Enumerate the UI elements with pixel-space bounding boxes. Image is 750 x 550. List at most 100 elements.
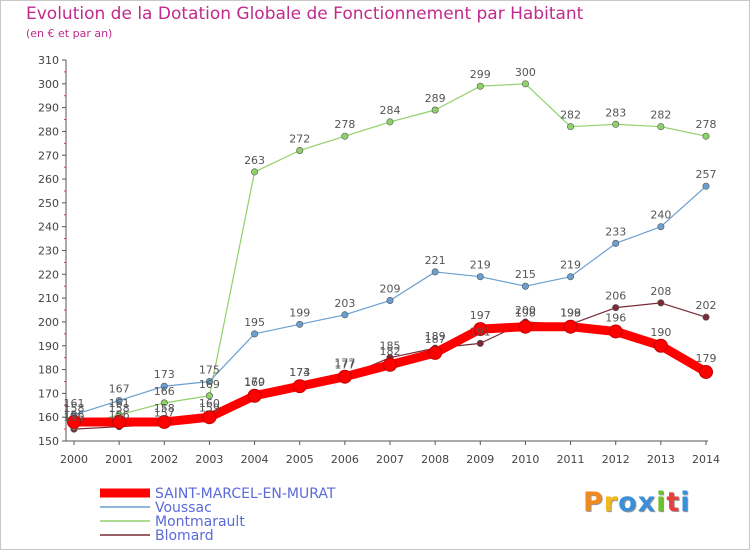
- data-point: [67, 414, 81, 429]
- x-tick-label: 2014: [692, 453, 720, 466]
- data-label: 169: [199, 378, 220, 391]
- data-label: 219: [560, 259, 581, 272]
- data-label: 257: [696, 168, 717, 181]
- data-label: 198: [560, 307, 581, 320]
- data-point: [473, 322, 488, 337]
- data-label: 197: [470, 309, 491, 322]
- y-tick-label: 160: [38, 411, 59, 424]
- data-label: 159: [199, 402, 220, 415]
- data-label: 289: [425, 92, 446, 105]
- data-point: [296, 146, 304, 154]
- chart-subtitle: (en € et par an): [26, 27, 113, 40]
- data-point: [476, 339, 484, 347]
- logo-letter: i: [680, 487, 691, 518]
- data-point: [431, 268, 439, 276]
- data-label: 282: [560, 109, 581, 122]
- x-tick-label: 2000: [60, 453, 88, 466]
- y-tick-label: 250: [38, 197, 59, 210]
- data-label: 161: [109, 397, 130, 410]
- y-tick-label: 150: [38, 435, 59, 448]
- data-point: [296, 320, 304, 328]
- data-label: 175: [199, 363, 220, 376]
- y-tick-label: 280: [38, 125, 59, 138]
- data-label: 177: [334, 359, 355, 372]
- data-point: [612, 239, 620, 247]
- data-label: 263: [244, 154, 265, 167]
- y-tick-label: 200: [38, 316, 59, 329]
- data-label: 203: [334, 297, 355, 310]
- data-label: 155: [64, 411, 85, 424]
- data-label: 202: [696, 299, 717, 312]
- data-label: 240: [650, 209, 671, 222]
- x-tick-label: 2005: [286, 453, 314, 466]
- data-point: [431, 106, 439, 114]
- data-point: [292, 379, 307, 394]
- x-tick-label: 2010: [511, 453, 539, 466]
- data-label: 189: [425, 330, 446, 343]
- data-point: [521, 80, 529, 88]
- data-label: 179: [696, 352, 717, 365]
- data-point: [702, 132, 710, 140]
- data-point: [160, 399, 168, 407]
- data-label: 272: [289, 132, 310, 145]
- proxiti-logo: Proxiti: [583, 487, 691, 518]
- data-label: 278: [334, 118, 355, 131]
- y-tick-label: 180: [38, 364, 59, 377]
- logo-letter: i: [656, 487, 667, 518]
- data-label: 174: [289, 366, 310, 379]
- y-tick-label: 170: [38, 387, 59, 400]
- data-label: 157: [154, 406, 175, 419]
- data-point: [608, 324, 623, 339]
- data-point: [115, 397, 123, 405]
- x-tick-label: 2009: [466, 453, 494, 466]
- y-tick-label: 260: [38, 173, 59, 186]
- data-point: [428, 345, 443, 360]
- data-label: 190: [650, 326, 671, 339]
- y-tick-label: 220: [38, 268, 59, 281]
- x-tick-label: 2002: [150, 453, 178, 466]
- data-label: 195: [244, 316, 265, 329]
- data-label: 199: [560, 306, 581, 319]
- data-label: 196: [605, 311, 626, 324]
- data-point: [521, 282, 529, 290]
- data-label: 158: [154, 402, 175, 415]
- data-label: 215: [515, 268, 536, 281]
- x-tick-label: 2006: [331, 453, 359, 466]
- logo-letter: r: [603, 487, 619, 518]
- data-point: [202, 410, 217, 425]
- data-point: [476, 273, 484, 281]
- data-label: 199: [289, 306, 310, 319]
- data-label: 160: [199, 397, 220, 410]
- data-point: [653, 338, 668, 353]
- data-point: [702, 182, 710, 190]
- data-point: [112, 414, 127, 429]
- data-label: 209: [380, 283, 401, 296]
- data-label: 158: [64, 402, 85, 415]
- chart-title: Evolution de la Dotation Globale de Fonc…: [26, 4, 584, 24]
- logo-letter: x: [637, 487, 657, 518]
- data-label: 187: [425, 333, 446, 346]
- data-point: [247, 388, 262, 403]
- legend-label: Montmarault: [155, 514, 245, 530]
- y-tick-label: 230: [38, 245, 59, 258]
- data-label: 198: [515, 307, 536, 320]
- y-tick-label: 300: [38, 78, 59, 91]
- data-point: [205, 392, 213, 400]
- data-point: [383, 357, 397, 372]
- data-label: 166: [154, 385, 175, 398]
- x-tick-label: 2008: [421, 453, 449, 466]
- data-label: 233: [605, 225, 626, 238]
- data-label: 173: [154, 368, 175, 381]
- y-tick-label: 290: [38, 102, 59, 115]
- data-point: [518, 319, 533, 334]
- data-label: 208: [650, 285, 671, 298]
- legend-label: SAINT-MARCEL-EN-MURAT: [155, 486, 336, 502]
- data-label: 182: [380, 345, 401, 358]
- data-label: 221: [425, 254, 446, 267]
- x-tick-label: 2012: [602, 453, 630, 466]
- y-tick-label: 310: [38, 54, 59, 67]
- data-label: 177: [334, 357, 355, 370]
- y-tick-label: 190: [38, 340, 59, 353]
- logo-letter: o: [618, 487, 638, 518]
